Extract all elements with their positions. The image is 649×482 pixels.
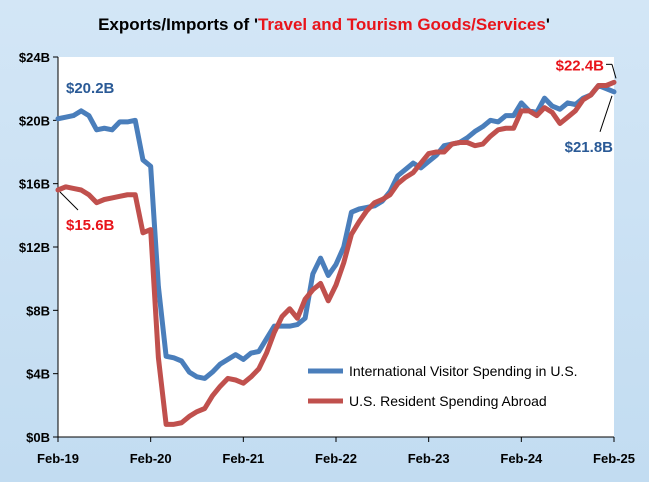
series-line-0 [55, 83, 617, 381]
y-tick-label: $24B [19, 50, 50, 65]
y-tick-label: $0B [26, 430, 50, 445]
x-axis: Feb-19 Feb-20 Feb-21 Feb-22 Feb-23 Feb-24 Feb-… [37, 437, 635, 466]
annotation-leader [599, 95, 613, 132]
x-tick-label: Feb-25 [593, 451, 635, 466]
y-tick-label: $16B [19, 177, 50, 192]
y-tick-label: $8B [26, 303, 50, 318]
legend-label-visitor: International Visitor Spending in U.S. [349, 363, 578, 379]
chart-title-prefix: Exports/Imports of ' [98, 15, 258, 34]
x-tick-label: Feb-19 [37, 451, 79, 466]
x-tick-label: Feb-21 [222, 451, 264, 466]
chart-title-suffix: ' [546, 15, 550, 34]
annotation-leader [611, 64, 617, 79]
annotation-leader [59, 191, 79, 211]
annotation-resident-start: $15.6B [66, 217, 115, 234]
chart-title: Exports/Imports of 'Travel and Tourism G… [98, 15, 550, 34]
x-tick-label: Feb-20 [130, 451, 172, 466]
y-axis: $0B $4B $8B $12B $16B $20B $24B [19, 50, 58, 445]
annotation-visitor-end: $21.8B [565, 139, 614, 156]
legend: International Visitor Spending in U.S. U… [308, 363, 578, 409]
annotation-visitor-start: $20.2B [66, 80, 115, 97]
x-tick-label: Feb-22 [315, 451, 357, 466]
x-tick-label: Feb-23 [408, 451, 450, 466]
y-tick-label: $4B [26, 367, 50, 382]
annotation-resident-end: $22.4B [556, 57, 605, 74]
chart-title-highlight: Travel and Tourism Goods/Services [258, 15, 546, 34]
x-tick-label: Feb-24 [500, 451, 543, 466]
legend-label-resident: U.S. Resident Spending Abroad [349, 393, 547, 409]
y-tick-label: $20B [19, 113, 50, 128]
series-layer [55, 79, 617, 427]
series-line-1 [55, 79, 617, 427]
y-tick-label: $12B [19, 240, 50, 255]
annotations: $20.2B $15.6B $22.4B $21.8B [59, 57, 617, 234]
